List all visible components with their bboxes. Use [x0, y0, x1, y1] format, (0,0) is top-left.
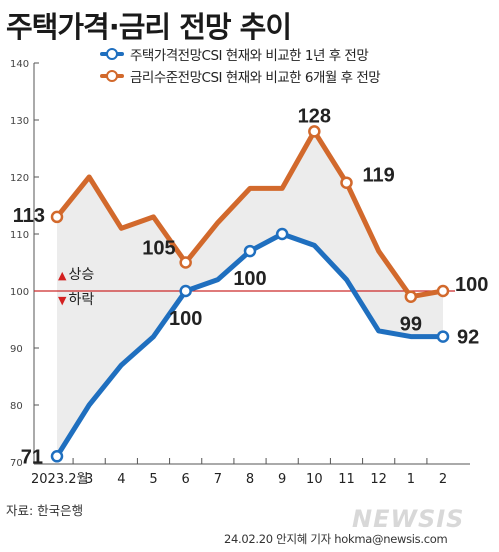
data-label: 100 — [455, 274, 488, 296]
data-label: 71 — [21, 446, 43, 468]
data-label: 100 — [233, 268, 266, 290]
x-tick-label: 3 — [85, 472, 93, 487]
data-point-marker — [404, 290, 418, 303]
y-tick-label: 80 — [10, 401, 23, 412]
data-point-marker — [50, 450, 64, 463]
legend-swatch-interest-rate-icon — [100, 69, 124, 83]
data-point-marker — [436, 284, 450, 298]
legend-item-house-price: 주택가격전망CSI 현재와 비교한 1년 후 전망 — [100, 43, 380, 65]
x-tick-label: 2 — [439, 472, 447, 487]
data-label: 128 — [298, 105, 331, 127]
legend-swatch-house-price-icon — [100, 47, 124, 61]
down-triangle-icon: ▼ — [58, 294, 67, 307]
legend-item-interest-rate: 금리수준전망CSI 현재와 비교한 6개월 후 전망 — [100, 65, 381, 87]
x-tick-label: 10 — [306, 472, 323, 487]
y-tick-label: 130 — [10, 116, 29, 127]
x-tick-label: 2023.2월 — [31, 472, 88, 487]
data-label: 100 — [169, 308, 202, 330]
data-label: 105 — [142, 238, 175, 260]
y-tick-label: 100 — [10, 287, 29, 298]
chart-title: 주택가격·금리 전망 추이 — [6, 10, 292, 44]
y-tick-label: 120 — [10, 173, 29, 184]
watermark-logo: NEWSIS — [352, 505, 465, 533]
source-note: 자료: 한국은행 — [6, 503, 84, 518]
y-tick-label: 70 — [10, 458, 23, 469]
credit-line: 24.02.20 안지혜 기자 hokma@newsis.com — [224, 532, 448, 546]
data-point-marker — [179, 284, 192, 298]
x-tick-label: 6 — [182, 472, 190, 487]
up-triangle-icon: ▲ — [58, 269, 67, 282]
up-direction-label: ▲ 상승 — [58, 264, 94, 284]
x-tick-label: 11 — [338, 472, 355, 487]
down-label-text: 하락 — [68, 292, 95, 308]
gap-area — [57, 131, 443, 457]
data-point-marker — [275, 227, 289, 241]
y-tick-label: 90 — [10, 344, 23, 355]
data-label: 99 — [400, 314, 422, 336]
x-tick-label: 7 — [214, 472, 222, 487]
data-point-marker — [243, 244, 257, 258]
data-point-marker — [308, 125, 321, 138]
data-point-marker — [340, 176, 353, 189]
y-tick-label: 110 — [10, 230, 29, 241]
data-point-marker — [436, 330, 450, 343]
x-tick-label: 8 — [246, 472, 254, 487]
x-tick-label: 9 — [278, 472, 286, 487]
data-point-marker — [50, 210, 64, 224]
down-direction-label: ▼ 하락 — [58, 289, 94, 309]
legend-label-interest-rate: 금리수준전망CSI 현재와 비교한 6개월 후 전망 — [130, 70, 381, 86]
data-label: 92 — [457, 327, 479, 349]
up-label-text: 상승 — [68, 267, 95, 283]
series-line-1 — [54, 128, 446, 300]
legend-label-house-price: 주택가격전망CSI 현재와 비교한 1년 후 전망 — [130, 48, 369, 64]
data-point-marker — [179, 256, 192, 269]
x-tick-label: 5 — [149, 472, 157, 487]
data-label: 119 — [363, 165, 395, 187]
x-tick-label: 12 — [370, 472, 387, 487]
y-tick-label: 140 — [10, 59, 29, 70]
x-tick-label: 4 — [117, 472, 125, 487]
legend: 주택가격전망CSI 현재와 비교한 1년 후 전망 금리수준전망CSI 현재와 … — [100, 43, 381, 87]
data-label: 113 — [13, 205, 45, 227]
x-tick-label: 1 — [407, 472, 415, 487]
